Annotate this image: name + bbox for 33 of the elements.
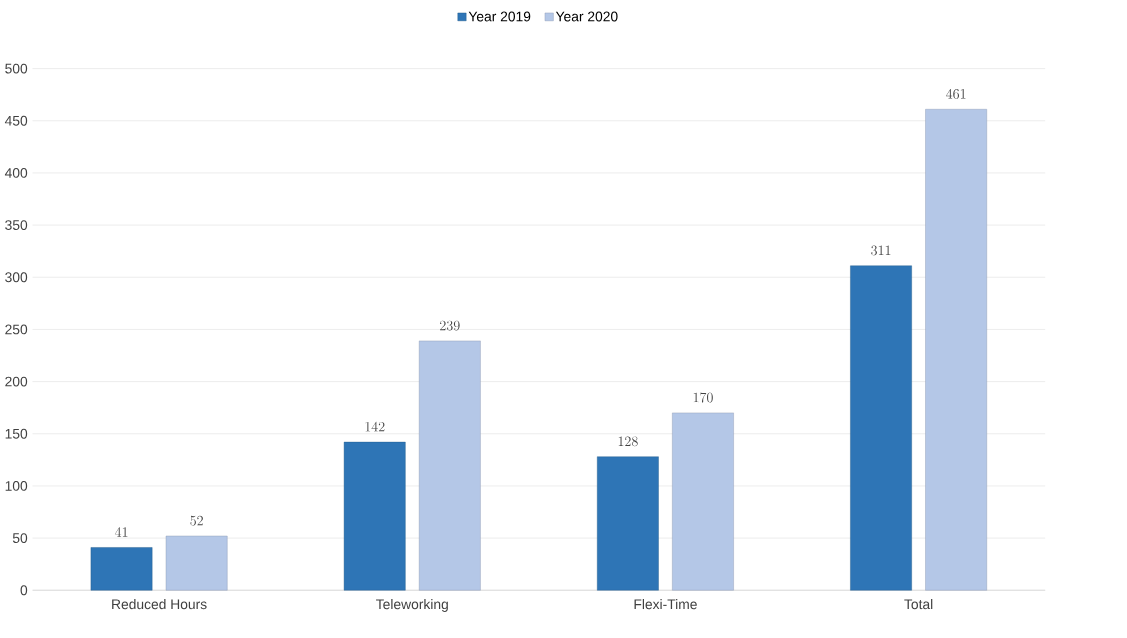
legend-label: Year 2019 <box>468 11 531 22</box>
x-tick-label: Reduced Hours <box>112 598 207 610</box>
y-tick-label: 450 <box>4 115 28 126</box>
y-tick-label: 400 <box>4 167 28 178</box>
bar <box>90 547 153 591</box>
y-tick-label: 50 <box>12 533 28 543</box>
y-tick-label: 150 <box>5 428 28 439</box>
y-tick-label: 350 <box>5 220 28 230</box>
data-label: 170 <box>693 392 713 403</box>
bar <box>343 441 406 591</box>
x-tick-label: Flexi-Time <box>634 598 697 610</box>
bar <box>850 265 912 591</box>
data-label: 52 <box>190 515 203 526</box>
data-label: 239 <box>440 320 460 331</box>
bar <box>418 340 481 591</box>
data-label: 128 <box>618 436 638 447</box>
bar <box>597 456 659 591</box>
data-label: 142 <box>365 421 385 432</box>
y-tick-label: 500 <box>5 63 28 74</box>
y-tick-label: 250 <box>5 324 28 335</box>
bar <box>925 108 987 591</box>
bar <box>672 412 734 591</box>
x-tick-label: Teleworking <box>376 598 448 612</box>
data-label: 311 <box>871 245 891 256</box>
y-tick-label: 0 <box>20 585 28 596</box>
legend-label: Year 2020 <box>555 11 618 22</box>
y-tick-label: 100 <box>5 480 28 491</box>
y-tick-label: 300 <box>5 272 28 283</box>
bar <box>165 535 228 591</box>
data-label: 461 <box>946 88 966 99</box>
x-tick-label: Total <box>904 598 933 610</box>
y-tick-label: 200 <box>5 376 28 387</box>
data-label: 41 <box>114 527 128 537</box>
